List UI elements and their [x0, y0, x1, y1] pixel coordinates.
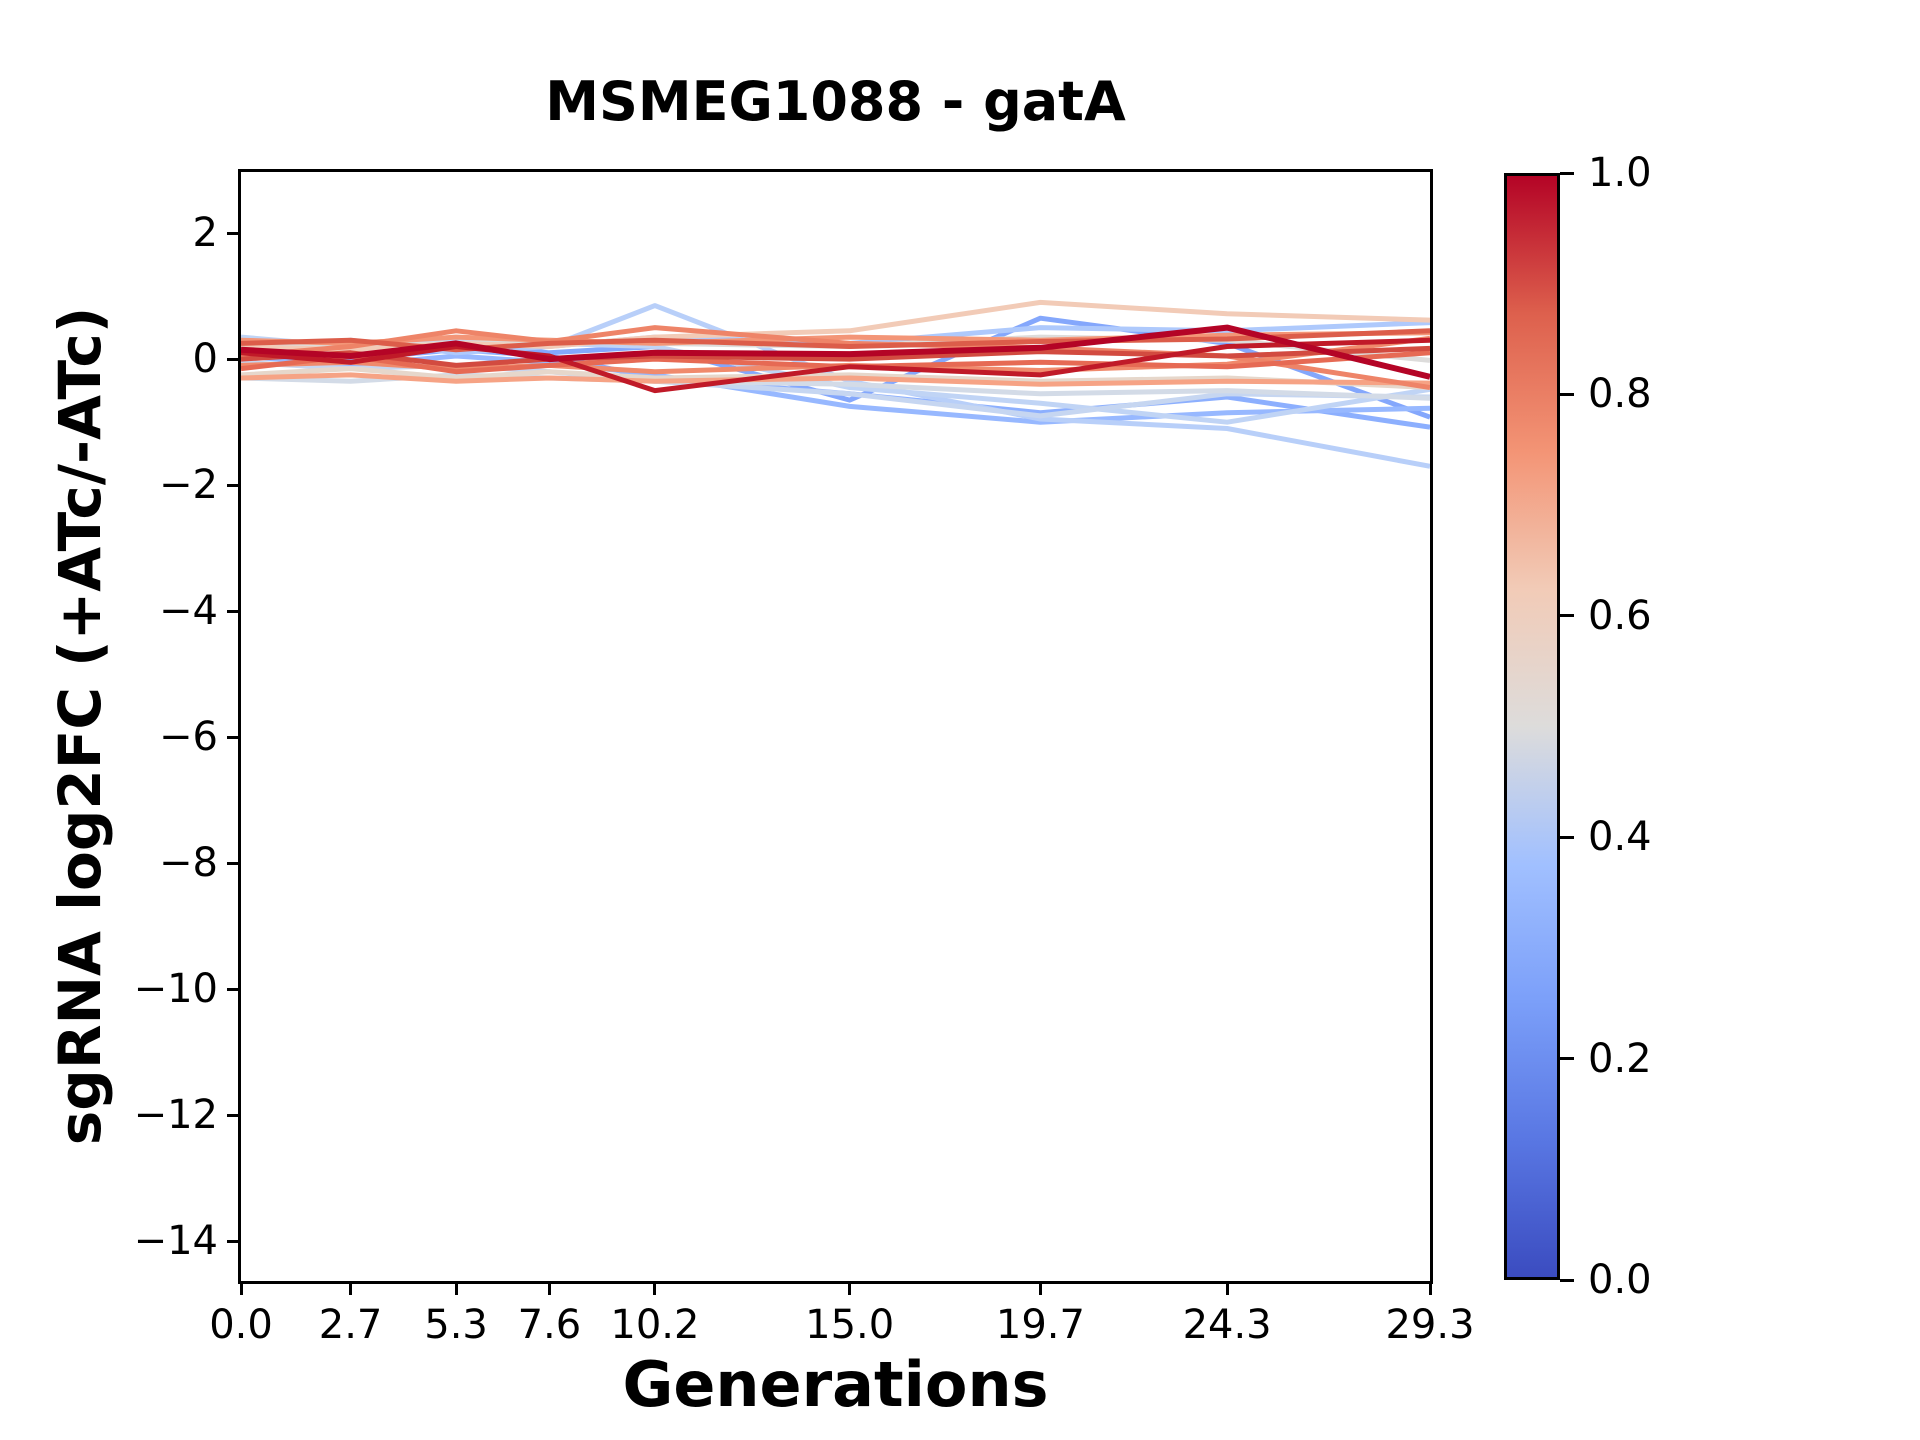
- sgRNA-trace: [241, 366, 1430, 390]
- x-tick-mark: [848, 1281, 852, 1295]
- x-tick-label: 24.3: [1182, 1302, 1272, 1348]
- colorbar-tick-mark: [1560, 1278, 1574, 1282]
- colorbar-tick-mark: [1560, 835, 1574, 839]
- sgRNA-trace: [241, 324, 1430, 380]
- sgRNA-trace: [241, 337, 1430, 394]
- y-tick-label: −14: [133, 1218, 218, 1265]
- line-series-plot-area: [241, 299, 1430, 469]
- colorbar-tick-label: 0.8: [1588, 371, 1652, 418]
- y-tick-mark: [227, 1113, 241, 1117]
- x-tick-mark: [1225, 1281, 1229, 1295]
- y-tick-mark: [227, 231, 241, 235]
- x-tick-label: 10.2: [610, 1302, 700, 1348]
- colorbar-tick-label: 0.6: [1588, 592, 1652, 639]
- y-tick-mark: [227, 357, 241, 361]
- y-tick-mark: [227, 609, 241, 613]
- y-tick-label: 2: [192, 210, 218, 257]
- sgRNA-trace: [241, 299, 1430, 353]
- chart-title: MSMEG1088 - gatA: [545, 70, 1126, 133]
- colorbar-tick-label: 0.2: [1588, 1035, 1652, 1082]
- colorbar: [1504, 173, 1560, 1280]
- colorbar-tick-mark: [1560, 392, 1574, 396]
- x-tick-label: 0.0: [209, 1302, 273, 1348]
- y-tick-mark: [227, 1239, 241, 1243]
- x-tick-mark: [454, 1281, 458, 1295]
- y-tick-label: 0: [192, 336, 218, 383]
- y-tick-mark: [227, 483, 241, 487]
- x-tick-label: 5.3: [424, 1302, 488, 1348]
- y-tick-label: −12: [133, 1092, 218, 1139]
- x-tick-mark: [1038, 1281, 1042, 1295]
- y-tick-mark: [227, 987, 241, 991]
- x-tick-label: 19.7: [995, 1302, 1085, 1348]
- colorbar-tick-label: 1.0: [1588, 150, 1652, 196]
- x-tick-label: 15.0: [805, 1302, 895, 1348]
- y-tick-label: −4: [159, 588, 218, 635]
- x-axis-label: Generations: [622, 1348, 1049, 1421]
- y-tick-label: −8: [159, 840, 218, 887]
- colorbar-tick-label: 0.0: [1588, 1257, 1652, 1303]
- y-tick-label: −10: [133, 966, 218, 1013]
- sgRNA-trace: [241, 350, 1430, 375]
- plot-border: [238, 169, 1433, 1284]
- x-tick-label: 2.7: [318, 1302, 383, 1348]
- y-tick-mark: [227, 861, 241, 865]
- x-tick-label: 29.3: [1385, 1302, 1475, 1348]
- x-tick-mark: [547, 1281, 551, 1295]
- colorbar-tick-mark: [1560, 614, 1574, 618]
- x-tick-mark: [1428, 1281, 1432, 1295]
- x-tick-mark: [349, 1281, 353, 1295]
- x-tick-label: 7.6: [517, 1302, 582, 1348]
- x-tick-mark: [239, 1281, 243, 1295]
- x-tick-mark: [653, 1281, 657, 1295]
- colorbar-tick-label: 0.4: [1588, 814, 1652, 861]
- sgRNA-trace: [241, 328, 1430, 353]
- sgRNA-trace: [241, 372, 1430, 387]
- y-tick-label: −2: [159, 462, 218, 509]
- y-tick-mark: [227, 735, 241, 739]
- colorbar-tick-mark: [1560, 171, 1574, 175]
- y-tick-label: −6: [159, 714, 218, 761]
- colorbar-tick-mark: [1560, 1057, 1574, 1061]
